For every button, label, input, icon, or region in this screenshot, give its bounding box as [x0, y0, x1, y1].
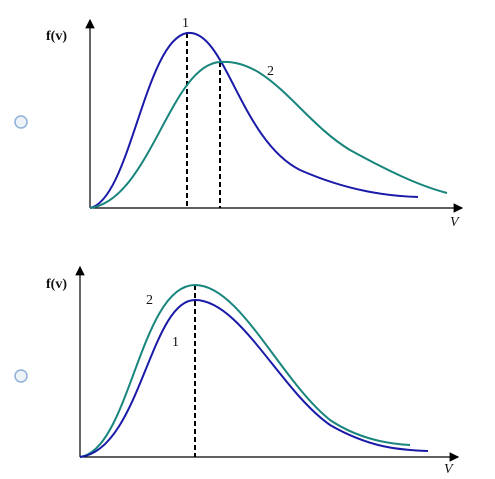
- curve-1: [89, 31, 419, 209]
- graph-a: f(v) V 1 2: [46, 16, 464, 230]
- x-label: V: [444, 462, 454, 477]
- radio-button[interactable]: [14, 115, 28, 129]
- curve-label: 2: [267, 64, 274, 79]
- radio-button[interactable]: [14, 369, 28, 383]
- x-label: V: [450, 215, 460, 230]
- curve-label: 1: [182, 16, 189, 31]
- curve-2: [79, 283, 411, 458]
- curve-1: [79, 298, 429, 458]
- y-label: f(v): [46, 277, 67, 292]
- y-label: f(v): [46, 29, 67, 44]
- curve-label: 1: [172, 335, 179, 350]
- graph-b: f(v) V 1 2: [46, 265, 460, 477]
- curve-2: [89, 60, 448, 209]
- curve-label: 2: [146, 293, 153, 308]
